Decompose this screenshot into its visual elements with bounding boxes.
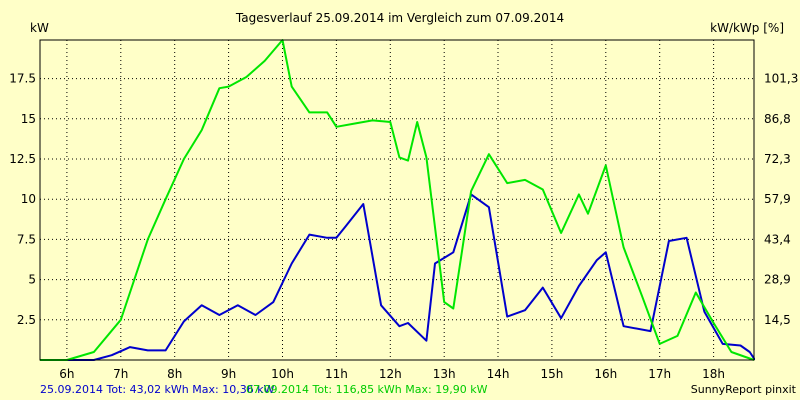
y-tick-label-left: 15 — [21, 112, 36, 126]
footer-credit: SunnyReport pinxit — [691, 383, 797, 396]
x-tick-label: 16h — [594, 367, 617, 381]
y-tick-label-left: 2.5 — [17, 313, 36, 327]
plot-frame — [39, 39, 755, 361]
y-tick-label-right: 72,3 — [764, 152, 791, 166]
y-tick-label-left: 10 — [21, 192, 36, 206]
grid — [40, 40, 754, 360]
x-tick-label: 8h — [167, 367, 182, 381]
chart-title: Tagesverlauf 25.09.2014 im Vergleich zum… — [235, 11, 564, 25]
x-tick-label: 10h — [271, 367, 294, 381]
x-tick-label: 9h — [221, 367, 236, 381]
x-tick-label: 6h — [59, 367, 74, 381]
y-tick-labels-right: 14,5 28,9 43,4 57,9 72,3 86,8 101,3 — [764, 72, 798, 327]
x-tick-label: 15h — [540, 367, 563, 381]
y-axis-left-label: kW — [30, 21, 49, 35]
x-tick-label: 17h — [648, 367, 671, 381]
y-tick-label-right: 14,5 — [764, 313, 791, 327]
x-tick-labels: 6h 7h 8h 9h 10h 11h 12h 13h 14h 15h 16h 17h 18h — [59, 367, 725, 381]
x-tick-label: 12h — [379, 367, 402, 381]
series-line-2 — [40, 39, 755, 361]
x-tick-label: 13h — [433, 367, 456, 381]
y-tick-label-right: 43,4 — [764, 232, 791, 246]
series-group — [40, 39, 755, 361]
x-tick-label: 7h — [113, 367, 128, 381]
y-tick-label-right: 101,3 — [764, 72, 798, 86]
y-tick-label-left: 5 — [28, 273, 36, 287]
y-tick-label-left: 12.5 — [9, 152, 36, 166]
y-tick-label-left: 7.5 — [17, 232, 36, 246]
y-tick-label-right: 57,9 — [764, 192, 791, 206]
x-tick-label: 18h — [702, 367, 725, 381]
legend-series-1: 25.09.2014 Tot: 43,02 kWh Max: 10,36 kW — [40, 383, 275, 396]
x-tick-label: 11h — [325, 367, 348, 381]
y-tick-labels-left: 2.5 5 7.5 10 12.5 15 17.5 — [9, 72, 36, 327]
y-tick-label-right: 28,9 — [764, 273, 791, 287]
y-tick-label-right: 86,8 — [764, 112, 791, 126]
y-tick-label-left: 17.5 — [9, 72, 36, 86]
x-tick-label: 14h — [487, 367, 510, 381]
legend-series-2: 07.09.2014 Tot: 116,85 kWh Max: 19,90 kW — [246, 383, 488, 396]
series-line-1 — [40, 193, 755, 361]
y-axis-right-label: kW/kWp [%] — [710, 21, 784, 35]
